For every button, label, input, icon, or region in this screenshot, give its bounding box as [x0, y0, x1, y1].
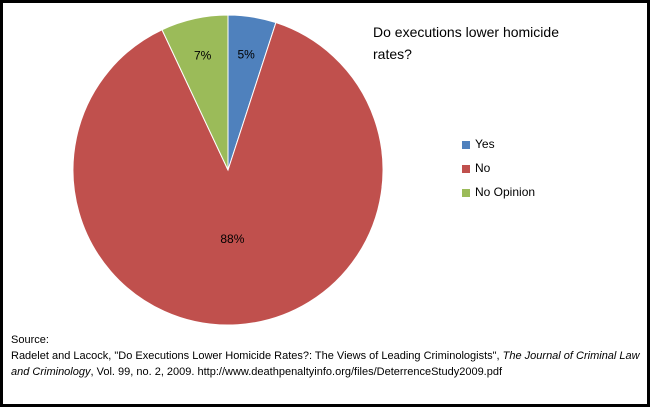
legend-swatch — [462, 165, 470, 173]
source-text: Radelet and Lacock, "Do Executions Lower… — [11, 348, 641, 380]
legend-label: No Opinion — [475, 185, 535, 199]
legend-swatch — [462, 141, 470, 149]
legend-label: Yes — [475, 137, 495, 151]
source-journal: The Journal of Criminal Law and Criminol… — [11, 350, 640, 378]
legend-swatch — [462, 189, 470, 197]
pie-slice — [72, 21, 384, 326]
source-part: Radelet and Lacock, "Do Executions Lower… — [11, 350, 503, 362]
source: Source: Radelet and Lacock, "Do Executio… — [11, 332, 641, 380]
chart: 5% 88% 7% Yes No No Opinion — [72, 14, 535, 326]
data-label: 88% — [220, 232, 244, 246]
pie-slice — [161, 14, 229, 171]
legend-label: No — [475, 161, 491, 175]
source-part: , Vol. 99, no. 2, 2009. http://www.death… — [90, 366, 503, 378]
source-label: Source: — [11, 334, 49, 346]
data-label: 5% — [238, 47, 256, 61]
chart-title: Do executions lower homicide rates? — [373, 24, 559, 62]
data-label: 7% — [194, 49, 212, 63]
